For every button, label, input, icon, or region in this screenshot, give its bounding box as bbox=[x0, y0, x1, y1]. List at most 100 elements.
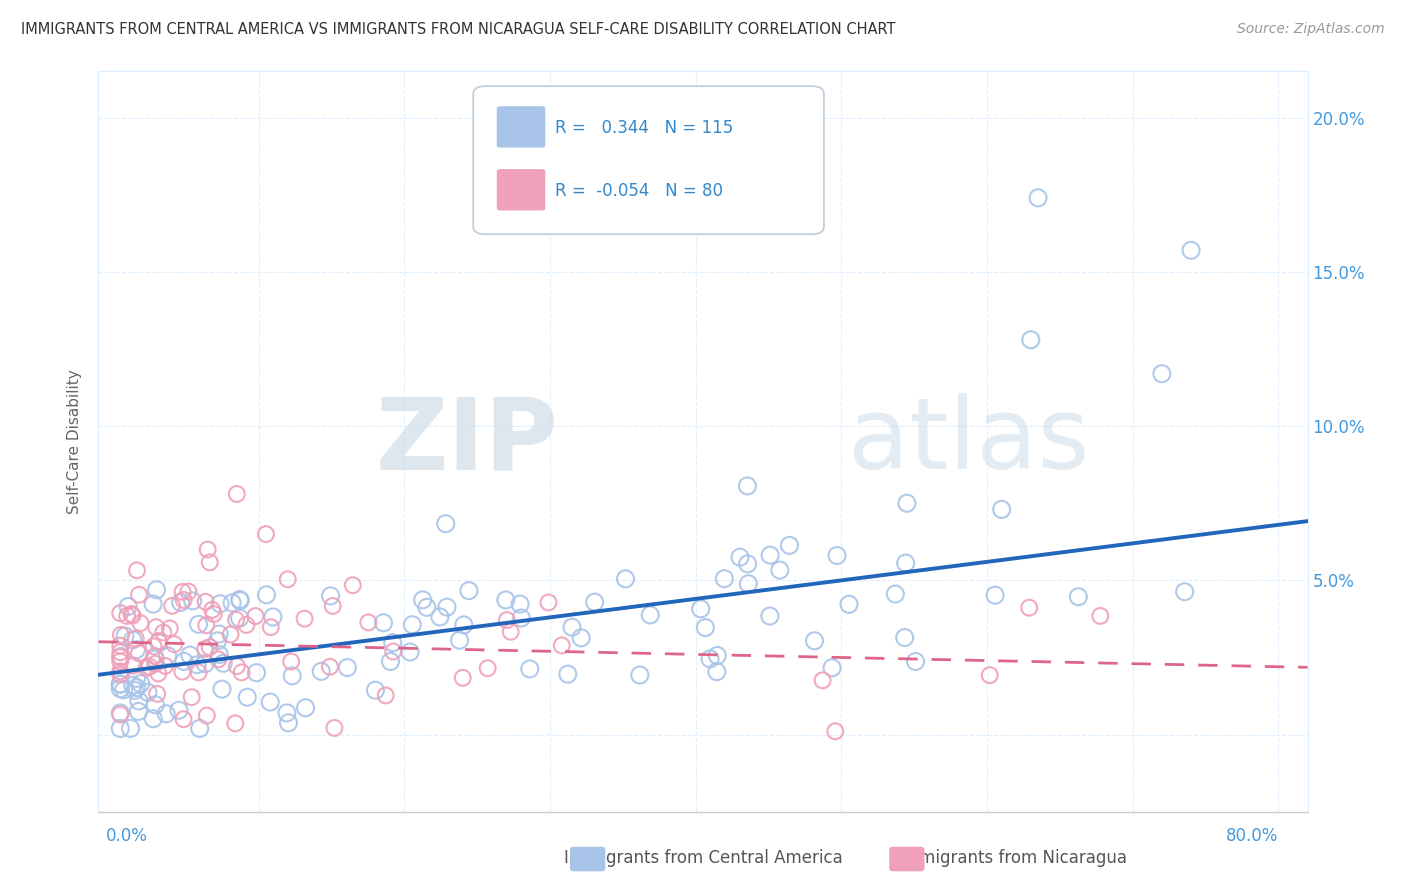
Point bbox=[499, 624, 522, 639]
Point bbox=[477, 661, 499, 675]
Point bbox=[519, 662, 541, 676]
Point bbox=[221, 596, 243, 610]
Point bbox=[235, 618, 257, 632]
Point bbox=[510, 611, 533, 625]
Point bbox=[110, 650, 132, 665]
Point bbox=[198, 640, 221, 654]
Point bbox=[277, 572, 299, 586]
Point bbox=[110, 649, 132, 664]
Point bbox=[128, 646, 150, 660]
Point bbox=[628, 668, 651, 682]
Point bbox=[179, 648, 201, 662]
Point bbox=[884, 587, 907, 601]
Point bbox=[811, 673, 834, 688]
Point bbox=[728, 550, 751, 565]
Point bbox=[689, 602, 711, 616]
Text: Immigrants from Central America: Immigrants from Central America bbox=[564, 849, 842, 867]
Point bbox=[152, 625, 174, 640]
Point bbox=[159, 621, 181, 635]
Point bbox=[979, 668, 1001, 682]
Point bbox=[364, 683, 387, 698]
Point bbox=[281, 669, 304, 683]
Point bbox=[120, 607, 142, 621]
Point bbox=[769, 563, 792, 577]
Point bbox=[825, 549, 848, 563]
Point bbox=[412, 593, 434, 607]
FancyBboxPatch shape bbox=[474, 87, 824, 235]
Point bbox=[110, 628, 132, 642]
Point bbox=[138, 659, 160, 673]
Point bbox=[245, 665, 267, 680]
Point bbox=[294, 612, 316, 626]
Point bbox=[1090, 609, 1112, 624]
Point bbox=[219, 627, 242, 641]
Point bbox=[737, 479, 759, 493]
Point bbox=[143, 649, 166, 664]
Point bbox=[163, 637, 186, 651]
Text: R =   0.344   N = 115: R = 0.344 N = 115 bbox=[555, 120, 734, 137]
Point bbox=[319, 589, 342, 603]
Point bbox=[136, 685, 159, 699]
Point bbox=[294, 700, 316, 714]
Point bbox=[380, 655, 402, 669]
Point bbox=[229, 593, 252, 607]
Text: Immigrants from Nicaragua: Immigrants from Nicaragua bbox=[898, 849, 1126, 867]
Point bbox=[124, 683, 146, 698]
Point bbox=[1150, 367, 1173, 381]
Point bbox=[990, 502, 1012, 516]
Point bbox=[373, 615, 395, 630]
Point bbox=[142, 640, 165, 654]
Point bbox=[458, 583, 481, 598]
Point bbox=[117, 599, 139, 614]
Point bbox=[277, 715, 299, 730]
Point bbox=[894, 556, 917, 570]
Point bbox=[122, 658, 145, 673]
Point bbox=[382, 644, 405, 658]
Point bbox=[187, 665, 209, 680]
Point bbox=[1180, 244, 1202, 258]
Point bbox=[374, 689, 396, 703]
Point bbox=[194, 595, 217, 609]
FancyBboxPatch shape bbox=[498, 107, 544, 147]
Point bbox=[323, 721, 346, 735]
Point bbox=[537, 595, 560, 609]
Point bbox=[211, 682, 233, 697]
Point bbox=[838, 598, 860, 612]
Point bbox=[451, 671, 474, 685]
FancyBboxPatch shape bbox=[498, 169, 544, 210]
Point bbox=[148, 634, 170, 648]
Point bbox=[759, 609, 782, 624]
Point bbox=[112, 682, 135, 697]
Point bbox=[706, 648, 728, 663]
Point bbox=[142, 712, 165, 726]
Point bbox=[180, 690, 202, 705]
Point bbox=[110, 645, 132, 659]
Point bbox=[280, 655, 302, 669]
Point bbox=[342, 578, 364, 592]
Point bbox=[110, 706, 132, 720]
Point bbox=[173, 654, 195, 668]
Point bbox=[125, 632, 148, 646]
Point bbox=[188, 722, 211, 736]
Point bbox=[195, 708, 218, 723]
Point bbox=[434, 516, 457, 531]
Point bbox=[208, 627, 231, 641]
Point bbox=[156, 648, 179, 663]
Text: atlas: atlas bbox=[848, 393, 1090, 490]
Point bbox=[110, 722, 132, 736]
Point bbox=[336, 660, 359, 674]
Point bbox=[202, 607, 225, 621]
Point bbox=[110, 677, 132, 691]
Point bbox=[208, 648, 231, 662]
Point bbox=[145, 582, 167, 597]
Point bbox=[896, 496, 918, 510]
Point bbox=[121, 632, 143, 647]
Point bbox=[142, 597, 165, 611]
Point bbox=[110, 681, 132, 696]
Point bbox=[115, 608, 138, 623]
Point bbox=[148, 636, 170, 650]
Point bbox=[110, 667, 132, 681]
Point bbox=[135, 661, 157, 675]
Point bbox=[181, 594, 204, 608]
Point bbox=[114, 629, 136, 643]
